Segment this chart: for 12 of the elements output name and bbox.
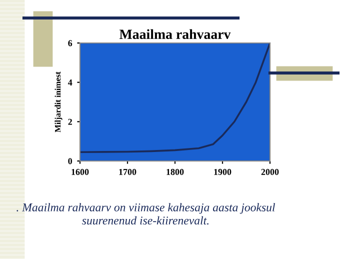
- x-tick-label: 1600: [72, 168, 89, 175]
- y-tick-label: 4: [68, 80, 72, 86]
- text: . Maailma rahvaarv on viimase kahesaja aasta jooksul suurenenud ise-kiirenevalt.: [16, 203, 275, 225]
- y-tick-label: 0: [68, 158, 72, 164]
- y-tick-label: 6: [68, 40, 72, 46]
- chart-title: Maailma rahvaarv: [120, 29, 231, 39]
- x-tick-label: 2000: [261, 168, 279, 175]
- x-tick-label: 1800: [166, 168, 184, 175]
- y-tick-label: 2: [68, 118, 72, 125]
- x-tick-label: 1900: [214, 168, 232, 175]
- x-tick-label: 1700: [119, 168, 136, 175]
- y-axis-title: Miljardit inimest: [54, 72, 62, 132]
